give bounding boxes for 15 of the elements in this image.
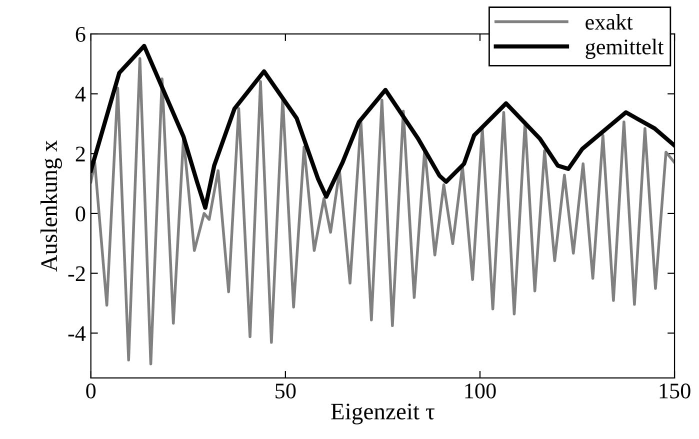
legend-label: gemittelt	[586, 38, 664, 59]
x-axis-title: Eigenzeit τ	[331, 404, 434, 424]
x-tick-label: 0	[86, 383, 96, 398]
y-axis-title: Auslenkung x	[40, 140, 62, 272]
legend-label: exakt	[586, 14, 633, 30]
line-series	[90, 57, 675, 366]
y-tick-label: -2	[68, 266, 85, 281]
y-tick-label: 2	[76, 146, 85, 162]
y-tick-label: -4	[68, 326, 86, 341]
x-tick-label: 150	[660, 383, 690, 398]
y-tick-label: 6	[76, 26, 86, 42]
y-tick-label: 4	[75, 86, 86, 102]
x-tick-label: 50	[276, 383, 296, 398]
x-tick-label: 100	[465, 383, 496, 398]
y-tick-label: 0	[76, 206, 86, 222]
